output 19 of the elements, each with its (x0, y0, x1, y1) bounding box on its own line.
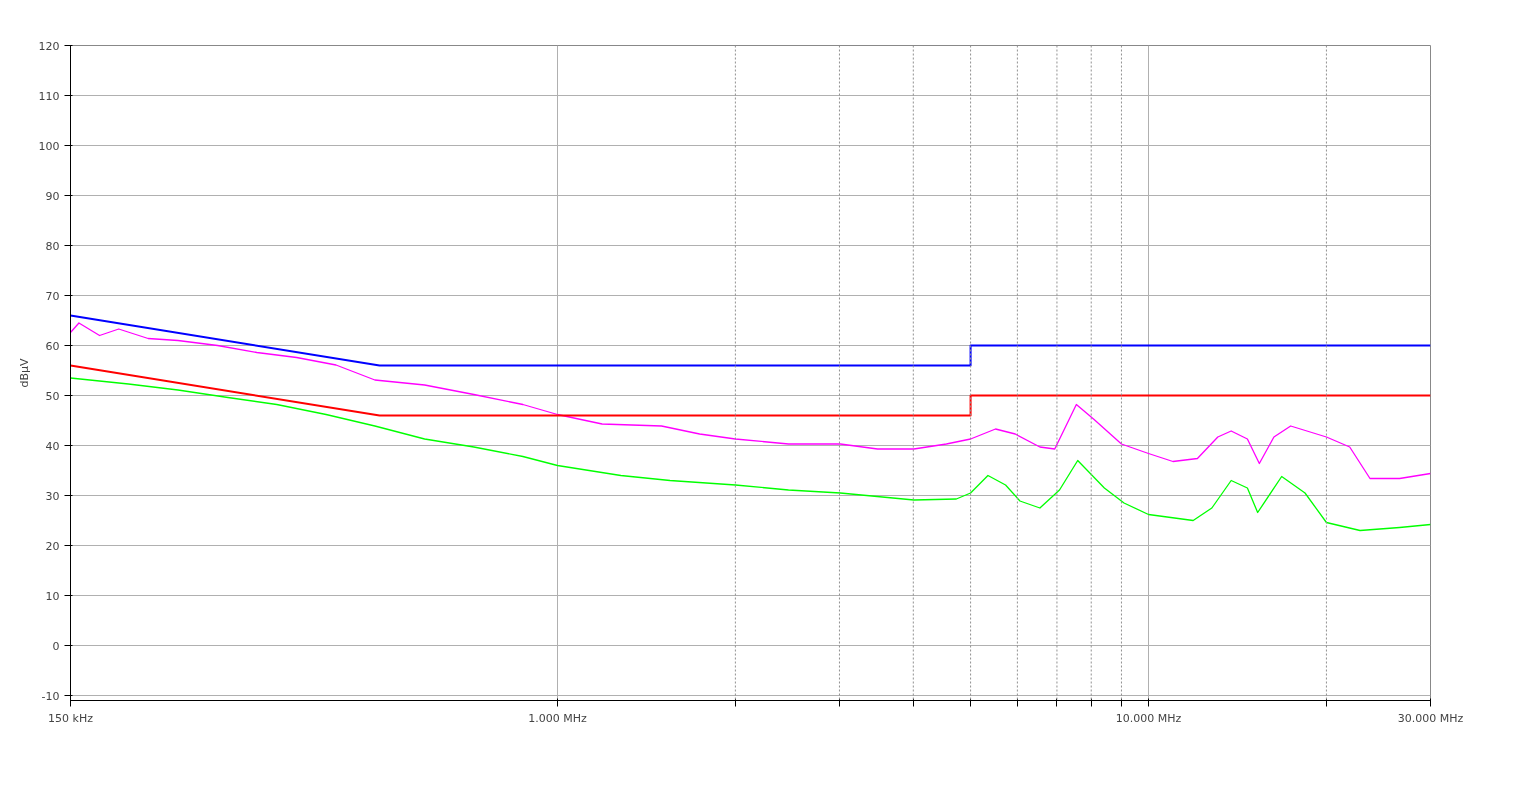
x-tick-label: 10.000 MHz (1115, 711, 1182, 725)
y-tick-label: 70 (45, 289, 60, 303)
x-tick-label: 30.000 MHz (1397, 711, 1464, 725)
x-tick-label: 1.000 MHz (528, 711, 587, 725)
y-tick-label: 20 (45, 539, 60, 553)
y-tick-label: 30 (45, 489, 60, 503)
y-tick-label: 120 (38, 39, 60, 53)
y-axis-title: dBµV (17, 358, 31, 388)
y-tick-label: 50 (45, 389, 60, 403)
y-tick-label: 0 (52, 639, 60, 653)
y-tick-label: 110 (38, 89, 60, 103)
y-tick-label: -10 (41, 689, 60, 703)
x-tick-label: 150 kHz (48, 711, 94, 725)
y-tick-label: 80 (45, 239, 60, 253)
y-tick-label: 90 (45, 189, 60, 203)
y-tick-label: 100 (38, 139, 60, 153)
y-tick-label: 10 (45, 589, 60, 603)
y-tick-label: 60 (45, 339, 60, 353)
y-tick-label: 40 (45, 439, 60, 453)
